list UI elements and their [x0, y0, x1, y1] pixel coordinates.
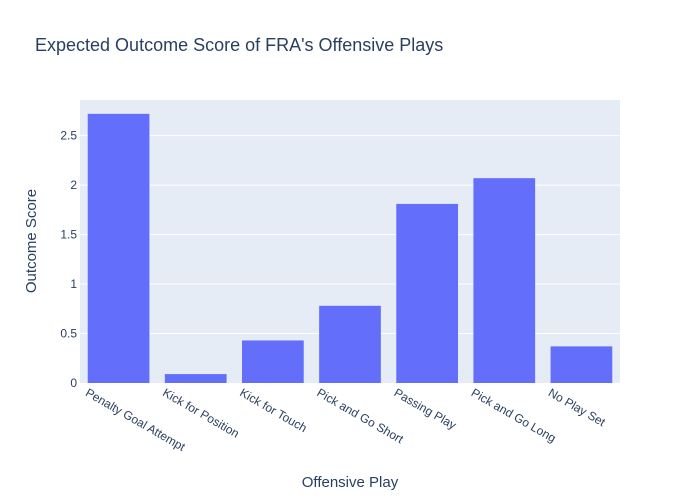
bar [87, 113, 150, 383]
y-tick-label: 1.5 [60, 228, 77, 242]
bar [319, 305, 381, 383]
x-tick-label: Pick and Go Long [469, 385, 559, 445]
y-tick-label: 2.5 [60, 129, 77, 143]
x-tick-label: Kick for Touch [237, 385, 309, 435]
bar [550, 346, 613, 383]
y-tick-labels: 0 0.5 1 1.5 2 2.5 [60, 129, 77, 390]
x-tick-label: No Play Set [546, 385, 608, 429]
chart-title: Expected Outcome Score of FRA's Offensiv… [35, 35, 443, 55]
y-tick-label: 1 [70, 277, 77, 291]
bar [242, 340, 304, 383]
y-tick-label: 0.5 [60, 327, 77, 341]
bars [87, 113, 613, 383]
y-tick-label: 2 [70, 178, 77, 192]
bar [164, 374, 227, 383]
y-tick-label: 0 [70, 376, 77, 390]
y-axis-title: Outcome Score [23, 189, 40, 293]
x-tick-label: Passing Play [392, 385, 459, 432]
bar [473, 178, 536, 383]
x-axis-title: Offensive Play [302, 474, 399, 491]
bar [396, 203, 458, 383]
